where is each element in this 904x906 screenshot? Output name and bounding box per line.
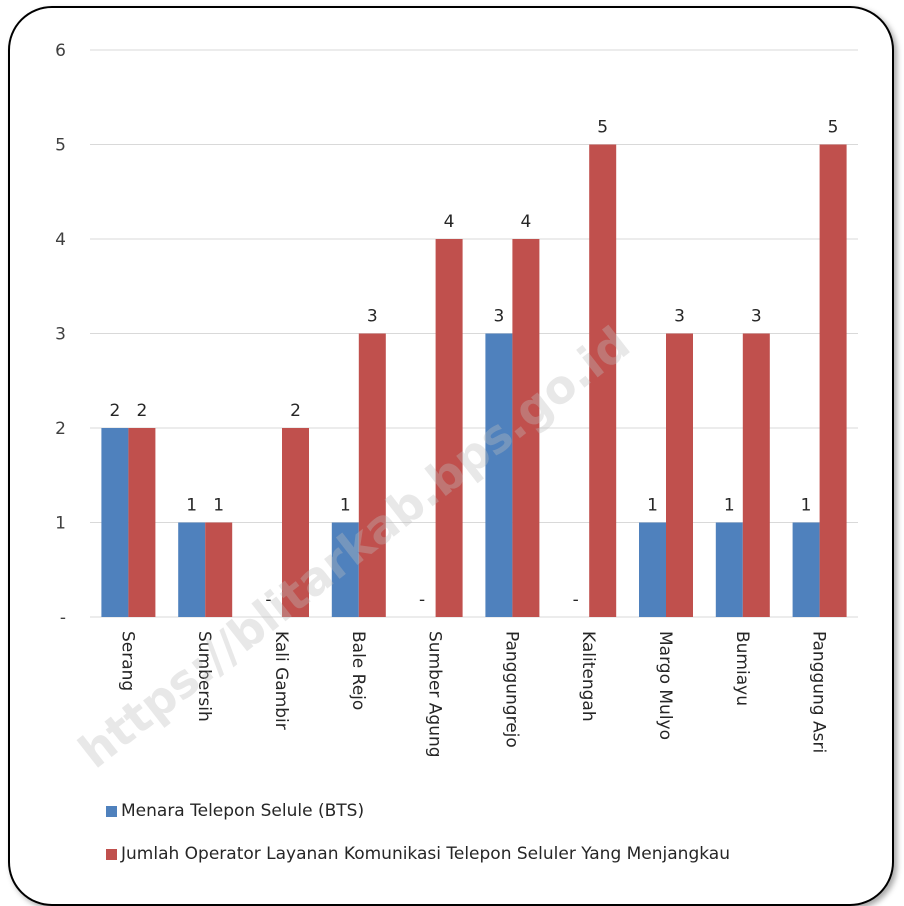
- y-tick-label: 5: [55, 136, 66, 156]
- bar-operator: [512, 239, 540, 617]
- y-tick-label: 2: [55, 419, 66, 439]
- bar-operator: [205, 522, 233, 617]
- legend: Menara Telepon Selule (BTS) Jumlah Operat…: [106, 801, 730, 864]
- bar-bts: [715, 522, 743, 617]
- bar-operator: [666, 333, 693, 617]
- data-label: 4: [444, 212, 455, 232]
- bar-bts: [178, 522, 206, 617]
- data-label: 3: [493, 307, 504, 327]
- bar-operator: [742, 333, 770, 617]
- data-label: 1: [186, 496, 197, 516]
- data-label: 1: [801, 496, 812, 516]
- data-label: 1: [647, 496, 658, 516]
- data-label: 5: [828, 118, 839, 138]
- data-label: 2: [290, 401, 301, 421]
- data-label: 3: [674, 307, 685, 327]
- legend-label: Menara Telepon Selule (BTS): [121, 801, 364, 821]
- category-label: Bale Rejo: [348, 631, 368, 710]
- bar-operator: [435, 239, 463, 617]
- data-label: 3: [751, 307, 762, 327]
- category-label: Kali Gambir: [271, 631, 291, 730]
- bar-bts: [639, 522, 666, 617]
- y-tick-label: 4: [55, 230, 66, 250]
- category-label: Panggung Asri: [809, 631, 829, 753]
- category-label: Sumbersih: [194, 631, 214, 722]
- data-label: 4: [520, 212, 531, 232]
- category-label: Panggungrejo: [501, 631, 521, 748]
- data-label: 1: [213, 496, 224, 516]
- y-tick-label: -: [60, 608, 66, 628]
- y-axis-ticks: - 1 2 3 4 5 6: [55, 41, 66, 628]
- bar-operator: [819, 144, 847, 617]
- legend-swatch: [106, 806, 117, 817]
- bar-operator: [128, 428, 156, 617]
- category-label: Serang: [117, 631, 137, 691]
- bar-operator: [282, 428, 309, 617]
- bars: [101, 144, 847, 617]
- data-label: 5: [597, 118, 608, 138]
- bar-bts: [485, 333, 513, 617]
- data-label: -: [419, 590, 425, 610]
- data-label: 2: [136, 401, 147, 421]
- y-tick-label: 1: [55, 514, 66, 534]
- x-axis-categories: Serang Sumbersih Kali Gambir Bale Rejo Sumbe…: [117, 631, 828, 758]
- data-label: -: [573, 590, 579, 610]
- legend-swatch: [106, 849, 117, 860]
- bar-operator: [589, 144, 617, 617]
- y-tick-label: 6: [55, 41, 66, 61]
- bar-bts: [792, 522, 820, 617]
- category-label: Margo Mulyo: [655, 631, 675, 740]
- category-label: Sumber Agung: [425, 631, 445, 758]
- bar-operator: [358, 333, 386, 617]
- legend-label: Jumlah Operator Layanan Komunikasi Telep…: [120, 844, 730, 864]
- data-label: 1: [724, 496, 735, 516]
- y-tick-label: 3: [55, 325, 66, 345]
- category-label: Bumiayu: [732, 631, 752, 706]
- bar-bts: [331, 522, 359, 617]
- data-label: 3: [367, 307, 378, 327]
- category-label: Kalitengah: [578, 631, 598, 722]
- data-label: 1: [340, 496, 351, 516]
- data-label: 2: [109, 401, 120, 421]
- data-label: -: [265, 590, 271, 610]
- bar-bts: [101, 428, 129, 617]
